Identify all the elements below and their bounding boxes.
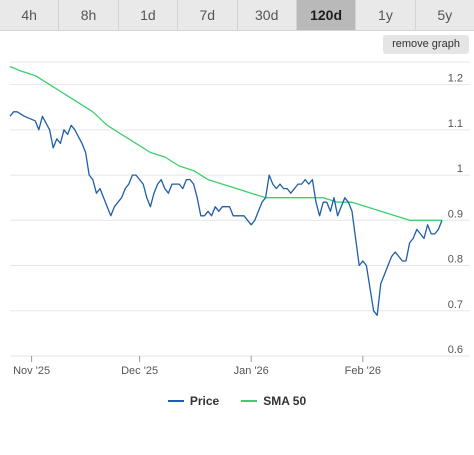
tab-30d[interactable]: 30d	[238, 0, 297, 30]
y-tick-label: 0.9	[448, 208, 463, 220]
tab-1d[interactable]: 1d	[119, 0, 179, 30]
legend-item-sma[interactable]: SMA 50	[241, 394, 306, 408]
remove-graph-button[interactable]: remove graph	[383, 35, 469, 54]
grid-lines	[10, 61, 470, 357]
y-tick-label: 1.1	[448, 118, 463, 130]
y-tick-label: 0.6	[448, 344, 463, 356]
x-tick-label: Jan '26	[234, 365, 269, 377]
legend-label-price: Price	[189, 394, 220, 408]
legend-item-price[interactable]: Price	[167, 394, 220, 408]
y-tick-label: 1	[457, 163, 463, 175]
x-tick-label: Nov '25	[13, 365, 50, 377]
tab-5y[interactable]: 5y	[437, 7, 453, 23]
timeframe-tabs: 4h 8h 1d 7d 30d 120d 1y 5y	[0, 0, 474, 31]
tab-1y[interactable]: 1y	[356, 0, 416, 30]
chart-legend: Price SMA 50	[0, 393, 474, 409]
x-tick-label: Dec '25	[121, 365, 158, 377]
x-tick-label: Feb '26	[345, 365, 381, 377]
y-tick-label: 0.8	[448, 254, 463, 266]
tab-7d[interactable]: 7d	[178, 0, 238, 30]
price-line-swatch-icon	[167, 400, 184, 402]
price-line	[9, 111, 443, 316]
sma-line-swatch-icon	[241, 400, 258, 402]
tab-120d[interactable]: 120d	[296, 0, 357, 30]
price-chart: 0.6 0.7 0.8 0.9 1 1.1 1.2 Nov '25 Dec '25 Jan '2…	[9, 61, 470, 377]
x-axis-ticks: Nov '25 Dec '25 Jan '26 Feb '26	[13, 356, 381, 377]
sma-50-line	[9, 65, 442, 221]
y-tick-label: 0.7	[448, 299, 463, 311]
y-tick-label: 1.2	[448, 73, 463, 85]
tab-4h[interactable]: 4h	[0, 0, 60, 30]
legend-label-sma: SMA 50	[263, 394, 307, 408]
series-lines	[9, 65, 443, 316]
y-axis-ticks: 0.6 0.7 0.8 0.9 1 1.1 1.2	[448, 73, 463, 356]
tab-8h[interactable]: 8h	[59, 0, 119, 30]
